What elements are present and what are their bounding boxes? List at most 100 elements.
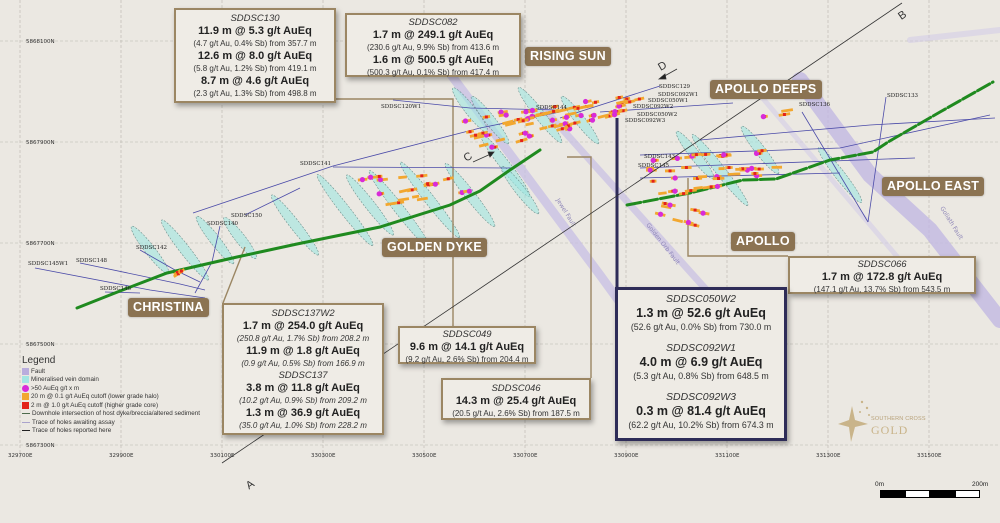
hole-id: SDDSC092W1 xyxy=(665,342,737,354)
intercept-main: 14.3 m @ 25.4 g/t AuEq xyxy=(455,395,577,407)
high-grade-intercept-dot xyxy=(667,202,673,208)
callout-sddsc092w1: SDDSC092W1 4.0 m @ 6.9 g/t AuEq (5.3 g/t… xyxy=(618,341,784,383)
legend-symbol xyxy=(22,401,29,409)
hole-label: SDDSC133 xyxy=(887,93,919,99)
area-label-golden-dyke: GOLDEN DYKE xyxy=(382,238,487,257)
intercept-detail: (230.6 g/t Au, 9.9% Sb) from 413.6 m xyxy=(366,43,500,52)
area-label-apollo: APOLLO xyxy=(731,232,795,251)
high-grade-core-interval xyxy=(552,109,556,113)
high-grade-intercept-dot xyxy=(685,219,692,226)
legend-symbol xyxy=(22,384,29,392)
legend-label: >50 AuEq g/t x m xyxy=(31,384,80,392)
high-grade-core-interval xyxy=(573,121,577,125)
high-grade-core-interval xyxy=(621,109,625,113)
high-grade-core-interval xyxy=(521,119,525,123)
vein-domain xyxy=(271,194,319,256)
legend-label: Mineralised vein domain xyxy=(31,376,99,384)
high-grade-intercept-dot xyxy=(567,126,573,132)
vein-domain xyxy=(500,165,540,215)
low-grade-halo-interval xyxy=(398,188,411,194)
grid-labels: 329700E 329900E 330100E 330300E 330500E 33070… xyxy=(8,39,942,459)
low-grade-halo-interval xyxy=(385,201,396,207)
area-label-apollo-east: APOLLO EAST xyxy=(882,177,985,196)
hole-label: SDDSC050W2 xyxy=(637,112,677,118)
low-grade-halo-interval xyxy=(615,99,628,105)
intercept-main: 1.6 m @ 500.5 g/t AuEq xyxy=(372,54,494,66)
high-grade-core-interval xyxy=(553,105,557,109)
intercept-detail: (2.3 g/t Au, 1.3% Sb) from 498.8 m xyxy=(193,89,317,98)
high-grade-intercept-dot xyxy=(650,157,656,163)
intercept-main: 0.3 m @ 81.4 g/t AuEq xyxy=(636,404,766,418)
low-grade-halo-interval xyxy=(398,175,407,180)
low-grade-halo-interval xyxy=(473,134,485,140)
hole-traces xyxy=(34,85,996,299)
high-grade-intercept-dot xyxy=(674,155,680,161)
high-grade-intercept-dot xyxy=(376,191,382,197)
fault-minor xyxy=(907,27,1000,43)
leader-sddsc066 xyxy=(687,178,788,257)
golden-orb-fault-label: Golden Orb Fault xyxy=(644,222,681,267)
intercept-main: 1.7 m @ 172.8 g/t AuEq xyxy=(821,271,943,283)
hole-id: SDDSC137 xyxy=(278,370,328,381)
high-grade-core-interval xyxy=(704,152,708,156)
legend-label: Fault xyxy=(31,367,45,375)
easting-label: 331300E xyxy=(816,453,841,459)
callout-sddsc050w2-group: SDDSC050W2 1.3 m @ 52.6 g/t AuEq (52.6 g… xyxy=(615,287,787,441)
legend-item: Trace of holes reported here xyxy=(22,427,222,436)
callout-sddsc049: SDDSC049 9.6 m @ 14.1 g/t AuEq (9.2 g/t … xyxy=(398,326,536,364)
intercept-detail: (0.9 g/t Au, 0.5% Sb) from 166.9 m xyxy=(241,359,365,368)
low-grade-halo-interval xyxy=(557,107,570,113)
legend-item: Trace of holes awaiting assay xyxy=(22,418,222,427)
high-grade-core-interval xyxy=(663,201,667,205)
high-grade-core-interval xyxy=(516,118,520,122)
high-grade-core-interval xyxy=(493,145,497,149)
section-label-d: D xyxy=(656,59,669,73)
hole-label: SDDSC146 xyxy=(100,286,132,292)
star-logo-icon xyxy=(838,400,870,442)
hole-id: SDDSC049 xyxy=(442,329,492,340)
hole-id: SDDSC066 xyxy=(857,259,907,270)
scale-segment xyxy=(955,490,980,498)
callout-sddsc130: SDDSC130 11.9 m @ 5.3 g/t AuEq (4.7 g/t … xyxy=(174,8,336,103)
low-grade-halo-interval xyxy=(693,186,703,190)
high-grade-intercept-dot xyxy=(359,177,366,183)
scale-segment xyxy=(905,490,930,498)
callout-sddsc092w3: SDDSC092W3 0.3 m @ 81.4 g/t AuEq (62.2 g… xyxy=(618,390,784,432)
area-label-rising-sun: RISING SUN xyxy=(525,47,611,66)
high-grade-core-interval xyxy=(410,188,414,192)
intercept-detail: (147.1 g/t Au, 13.7% Sb) from 543.5 m xyxy=(813,285,951,294)
northing-label: 5867500N xyxy=(26,342,55,348)
high-grade-intercept-dot xyxy=(578,112,584,119)
high-grade-intercept-dot xyxy=(591,112,597,118)
high-grade-core-interval xyxy=(176,272,180,276)
high-grade-core-interval xyxy=(684,166,688,170)
high-grade-core-interval xyxy=(377,174,381,178)
fault-minor xyxy=(757,92,903,263)
legend-label: Downhole intersection of host dyke/brecc… xyxy=(32,410,201,418)
easting-label: 331100E xyxy=(715,453,740,459)
northing-label: 5867700N xyxy=(26,241,55,247)
hole-label: SDDSC142 xyxy=(136,245,167,251)
intercept-detail: (20.5 g/t Au, 2.6% Sb) from 187.5 m xyxy=(452,409,580,418)
low-grade-halo-interval xyxy=(478,142,489,148)
high-grade-core-interval xyxy=(757,167,761,171)
easting-label: 330700E xyxy=(513,453,538,459)
high-grade-intercept-dot xyxy=(529,107,536,113)
intercept-main: 11.9 m @ 5.3 g/t AuEq xyxy=(198,25,312,37)
low-grade-halo-interval xyxy=(537,111,550,117)
high-grade-intercept-dot xyxy=(657,211,664,217)
low-grade-halo-interval xyxy=(495,137,506,143)
scale-segment xyxy=(880,490,905,498)
intercept-detail: (4.7 g/t Au, 0.4% Sb) from 357.7 m xyxy=(193,39,317,48)
intercept-main: 1.3 m @ 52.6 g/t AuEq xyxy=(636,306,766,320)
high-grade-intercept-dot xyxy=(522,130,528,136)
high-grade-core-interval xyxy=(760,149,764,153)
high-grade-core-interval xyxy=(753,172,757,176)
legend-symbol xyxy=(22,367,29,375)
easting-label: 331500E xyxy=(917,453,942,459)
intercept-detail: (10.2 g/t Au, 0.9% Sb) from 209.2 m xyxy=(239,396,367,405)
high-grade-core-interval xyxy=(693,223,697,227)
high-grade-core-interval xyxy=(651,179,655,183)
assay-intercepts xyxy=(173,95,794,278)
logo-text: GOLD xyxy=(871,423,909,437)
